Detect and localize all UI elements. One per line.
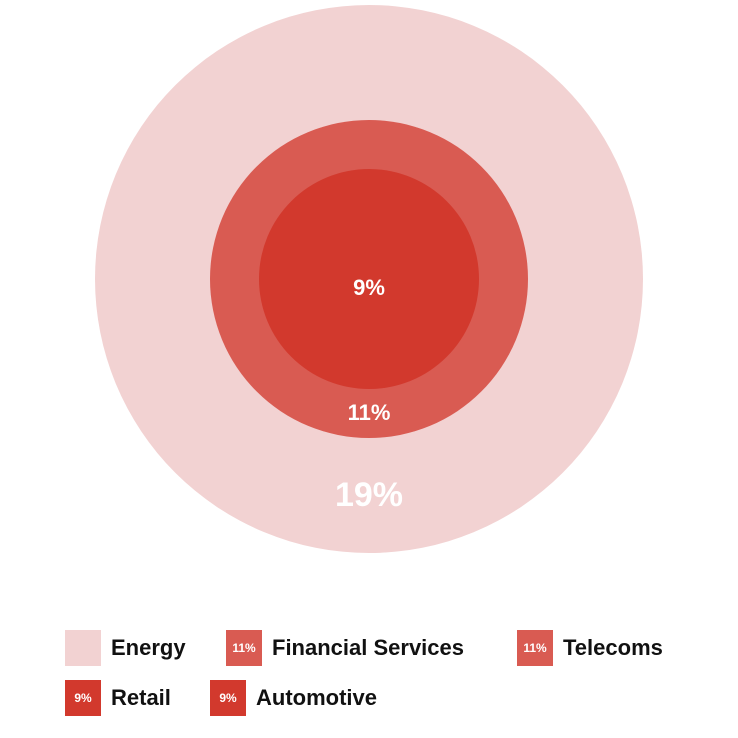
circle-retail bbox=[259, 169, 479, 389]
label-retail: 9% bbox=[353, 275, 385, 300]
label-financial-services: 11% bbox=[348, 400, 391, 425]
label-energy: 19% bbox=[335, 476, 403, 514]
